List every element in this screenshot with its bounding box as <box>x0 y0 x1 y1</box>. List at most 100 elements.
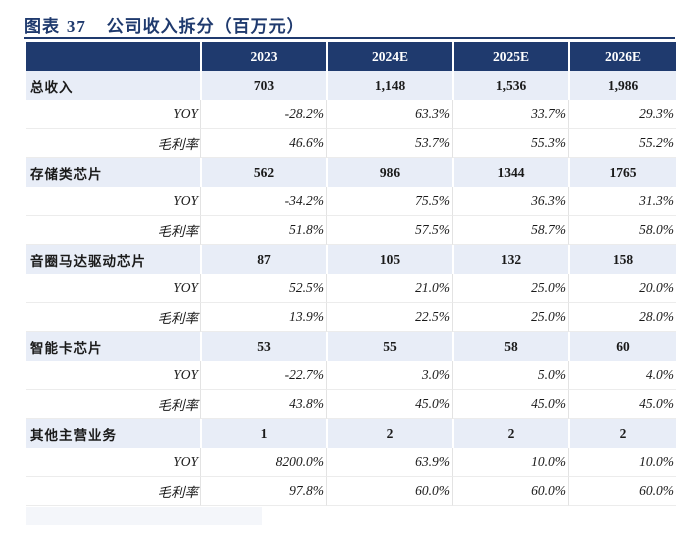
row-label: 总收入 <box>26 71 200 100</box>
figure-caption: 公司收入拆分（百万元） <box>106 17 305 37</box>
row-label: YOY <box>26 448 200 477</box>
table-cell: 53 <box>200 332 326 361</box>
row-label: 毛利率 <box>26 303 200 332</box>
table-cell: 55 <box>326 332 452 361</box>
row-label: YOY <box>26 361 200 390</box>
table-cell: 29.3% <box>568 100 676 129</box>
table-row-segment: 其他主营业务 1 2 2 2 <box>26 419 676 448</box>
table-cell: 60.0% <box>326 477 452 506</box>
table-cell: 158 <box>568 245 676 274</box>
table-cell: 43.8% <box>200 390 326 419</box>
header-cell-2023: 2023 <box>200 42 326 71</box>
table-cell: 21.0% <box>326 274 452 303</box>
table-row-metric: 毛利率 97.8% 60.0% 60.0% 60.0% <box>26 477 676 506</box>
table-cell: 132 <box>452 245 568 274</box>
table-cell: 1 <box>200 419 326 448</box>
table-cell: 45.0% <box>326 390 452 419</box>
table-row-metric: 毛利率 13.9% 22.5% 25.0% 28.0% <box>26 303 676 332</box>
table-cell: 2 <box>452 419 568 448</box>
table-cell: 703 <box>200 71 326 100</box>
revenue-breakdown-table: 2023 2024E 2025E 2026E 总收入 703 1,148 1,536 1… <box>26 42 676 506</box>
table-cell: 1,986 <box>568 71 676 100</box>
row-label: 智能卡芯片 <box>26 332 200 361</box>
table-cell: 1765 <box>568 158 676 187</box>
table-cell: 2 <box>568 419 676 448</box>
table-cell: 5.0% <box>452 361 568 390</box>
table-row-segment: 智能卡芯片 53 55 58 60 <box>26 332 676 361</box>
table-cell: 75.5% <box>326 187 452 216</box>
table-cell: 10.0% <box>568 448 676 477</box>
table-row-metric: YOY 52.5% 21.0% 25.0% 20.0% <box>26 274 676 303</box>
table-cell: 53.7% <box>326 129 452 158</box>
table-cell: 57.5% <box>326 216 452 245</box>
row-label: 存储类芯片 <box>26 158 200 187</box>
table-cell: -34.2% <box>200 187 326 216</box>
table-cell: 22.5% <box>326 303 452 332</box>
table-cell: 4.0% <box>568 361 676 390</box>
table-cell: 58.7% <box>452 216 568 245</box>
table-row-segment: 音圈马达驱动芯片 87 105 132 158 <box>26 245 676 274</box>
header-cell-2025e: 2025E <box>452 42 568 71</box>
table-cell: 58.0% <box>568 216 676 245</box>
figure-number: 37 <box>66 17 86 36</box>
table-cell: 25.0% <box>452 303 568 332</box>
table-cell: 986 <box>326 158 452 187</box>
table-cell: 1,536 <box>452 71 568 100</box>
table-cell: 1344 <box>452 158 568 187</box>
table-cell: 25.0% <box>452 274 568 303</box>
table-cell: 63.3% <box>326 100 452 129</box>
row-label: 毛利率 <box>26 129 200 158</box>
table-cell: 36.3% <box>452 187 568 216</box>
table-row-metric: YOY -22.7% 3.0% 5.0% 4.0% <box>26 361 676 390</box>
table-row-segment: 总收入 703 1,148 1,536 1,986 <box>26 71 676 100</box>
table-cell: 20.0% <box>568 274 676 303</box>
table-row-metric: YOY -28.2% 63.3% 33.7% 29.3% <box>26 100 676 129</box>
table-cell: 51.8% <box>200 216 326 245</box>
table-cell: 28.0% <box>568 303 676 332</box>
table-cell: 45.0% <box>568 390 676 419</box>
table-row-metric: YOY -34.2% 75.5% 36.3% 31.3% <box>26 187 676 216</box>
table-cell: 46.6% <box>200 129 326 158</box>
table-cell: 3.0% <box>326 361 452 390</box>
table-row-metric: 毛利率 46.6% 53.7% 55.3% 55.2% <box>26 129 676 158</box>
table-cell: -28.2% <box>200 100 326 129</box>
table-cell: 58 <box>452 332 568 361</box>
table-cell: 55.2% <box>568 129 676 158</box>
table-cell: 52.5% <box>200 274 326 303</box>
table-cell: -22.7% <box>200 361 326 390</box>
title-rule <box>24 37 675 39</box>
table-cell: 2 <box>326 419 452 448</box>
table-row-segment: 存储类芯片 562 986 1344 1765 <box>26 158 676 187</box>
row-label: 毛利率 <box>26 390 200 419</box>
table-cell: 87 <box>200 245 326 274</box>
header-row: 2023 2024E 2025E 2026E <box>26 42 676 71</box>
table-row-metric: 毛利率 51.8% 57.5% 58.7% 58.0% <box>26 216 676 245</box>
figure-title: 图表 37 公司收入拆分（百万元） <box>24 12 305 37</box>
table-cell: 13.9% <box>200 303 326 332</box>
row-label: 音圈马达驱动芯片 <box>26 245 200 274</box>
row-label: 毛利率 <box>26 216 200 245</box>
table-row-metric: YOY 8200.0% 63.9% 10.0% 10.0% <box>26 448 676 477</box>
table-row-metric: 毛利率 43.8% 45.0% 45.0% 45.0% <box>26 390 676 419</box>
source-band <box>26 507 262 525</box>
row-label: YOY <box>26 100 200 129</box>
header-cell-2024e: 2024E <box>326 42 452 71</box>
table-cell: 60 <box>568 332 676 361</box>
row-label: 毛利率 <box>26 477 200 506</box>
table-cell: 31.3% <box>568 187 676 216</box>
table-cell: 45.0% <box>452 390 568 419</box>
table-cell: 63.9% <box>326 448 452 477</box>
table-cell: 105 <box>326 245 452 274</box>
table-cell: 60.0% <box>452 477 568 506</box>
table-cell: 60.0% <box>568 477 676 506</box>
row-label: 其他主营业务 <box>26 419 200 448</box>
table-cell: 10.0% <box>452 448 568 477</box>
header-cell-blank <box>26 42 200 71</box>
figure-label: 图表 <box>24 17 60 37</box>
header-cell-2026e: 2026E <box>568 42 676 71</box>
table-cell: 1,148 <box>326 71 452 100</box>
table-body: 总收入 703 1,148 1,536 1,986 YOY -28.2% 63.3% 33.7%… <box>26 71 676 506</box>
table-cell: 33.7% <box>452 100 568 129</box>
table-cell: 55.3% <box>452 129 568 158</box>
table-cell: 8200.0% <box>200 448 326 477</box>
